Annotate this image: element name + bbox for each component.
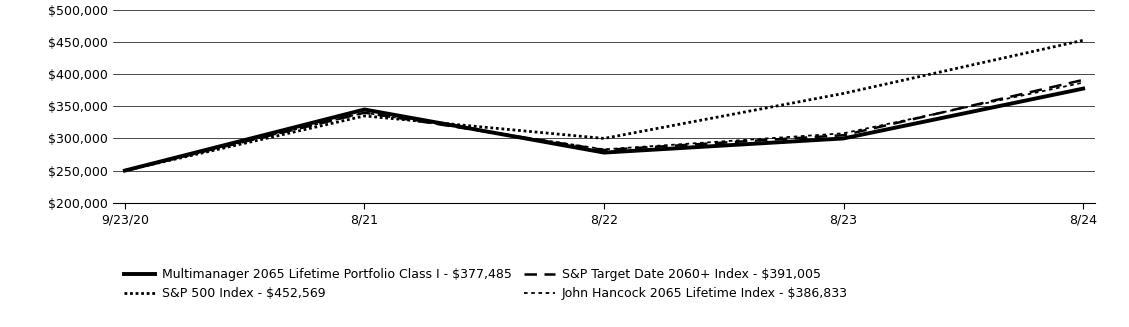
S&P Target Date 2060+ Index - $391,005 <box>1076 78 1089 82</box>
Line: S&P Target Date 2060+ Index - $391,005: S&P Target Date 2060+ Index - $391,005 <box>125 80 1083 171</box>
John Hancock 2065 Lifetime Index - $386,833 <box>1076 81 1089 85</box>
S&P Target Date 2060+ Index - $391,005 <box>358 111 371 115</box>
Line: John Hancock 2065 Lifetime Index - $386,833: John Hancock 2065 Lifetime Index - $386,… <box>125 83 1083 171</box>
S&P 500 Index - $452,569 <box>119 169 132 173</box>
S&P Target Date 2060+ Index - $391,005 <box>119 169 132 173</box>
John Hancock 2065 Lifetime Index - $386,833 <box>358 111 371 115</box>
John Hancock 2065 Lifetime Index - $386,833 <box>597 147 611 151</box>
Legend: Multimanager 2065 Lifetime Portfolio Class I - $377,485, S&P 500 Index - $452,56: Multimanager 2065 Lifetime Portfolio Cla… <box>120 263 852 305</box>
S&P Target Date 2060+ Index - $391,005 <box>837 133 850 137</box>
Line: Multimanager 2065 Lifetime Portfolio Class I - $377,485: Multimanager 2065 Lifetime Portfolio Cla… <box>125 89 1083 171</box>
S&P 500 Index - $452,569 <box>358 114 371 118</box>
Multimanager 2065 Lifetime Portfolio Class I - $377,485 <box>119 169 132 173</box>
Multimanager 2065 Lifetime Portfolio Class I - $377,485 <box>1076 87 1089 91</box>
S&P 500 Index - $452,569 <box>1076 38 1089 42</box>
Line: S&P 500 Index - $452,569: S&P 500 Index - $452,569 <box>125 40 1083 171</box>
S&P Target Date 2060+ Index - $391,005 <box>597 148 611 152</box>
S&P 500 Index - $452,569 <box>597 136 611 140</box>
S&P 500 Index - $452,569 <box>837 92 850 95</box>
Multimanager 2065 Lifetime Portfolio Class I - $377,485 <box>358 108 371 112</box>
John Hancock 2065 Lifetime Index - $386,833 <box>119 169 132 173</box>
Multimanager 2065 Lifetime Portfolio Class I - $377,485 <box>837 136 850 140</box>
John Hancock 2065 Lifetime Index - $386,833 <box>837 131 850 135</box>
Multimanager 2065 Lifetime Portfolio Class I - $377,485 <box>597 151 611 155</box>
